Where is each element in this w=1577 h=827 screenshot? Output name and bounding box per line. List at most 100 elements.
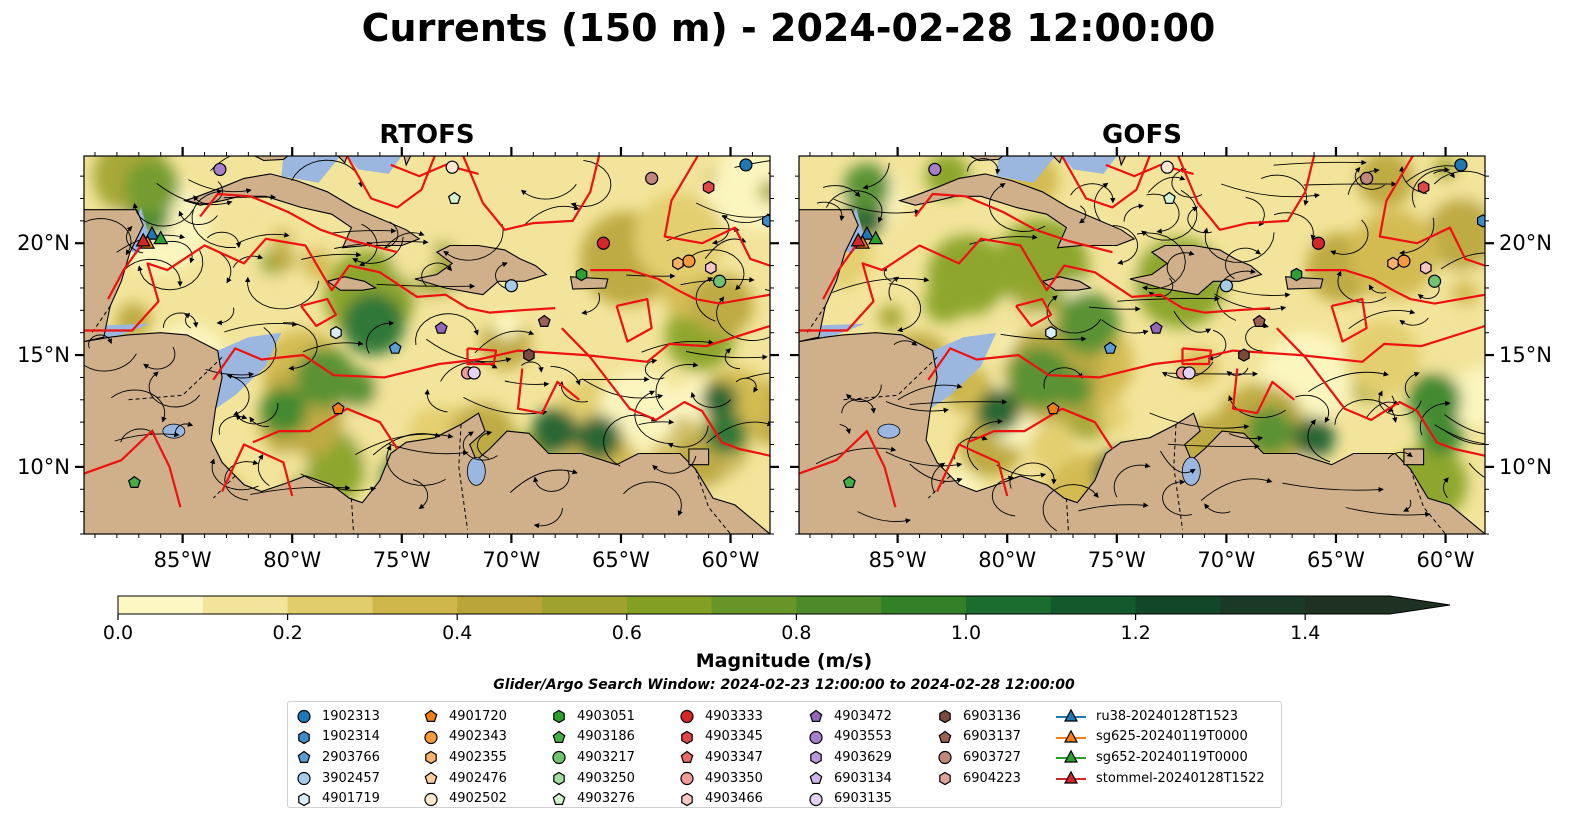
- colorbar-tick-label: 0.2: [272, 622, 302, 644]
- argo-float-4902355: [1387, 256, 1399, 271]
- legend-marker: [297, 710, 311, 724]
- streamline: [1260, 174, 1309, 206]
- speed-field-blob: [1425, 198, 1485, 271]
- streamline: [1273, 212, 1316, 241]
- legend-label: 4902502: [449, 791, 507, 807]
- eez-boundary: [561, 327, 770, 457]
- legend-marker: [680, 751, 694, 764]
- streamline: [474, 330, 535, 354]
- lon-tick-label: 85°W: [869, 548, 927, 572]
- legend-item: 4903051: [551, 706, 635, 727]
- eez-boundary: [252, 407, 399, 450]
- streamline: [581, 292, 600, 316]
- speed-field-blob: [1418, 410, 1464, 456]
- legend-label: 4901719: [322, 791, 380, 807]
- streamline: [386, 444, 446, 486]
- argo-float-4903466: [1420, 261, 1432, 275]
- legend-item: 4903250: [551, 768, 635, 789]
- landmass: [1052, 156, 1063, 164]
- legend-item: 4901719: [296, 788, 380, 809]
- legend-item: 6903134: [808, 768, 892, 789]
- argo-float-4903186: [842, 475, 856, 488]
- speed-field-blob: [704, 411, 748, 455]
- maps-canvas: 85°W 80°W 75°W 70°W 65°W 60°W 10°N 15°N 20°N 85°…: [17, 147, 1552, 572]
- lon-tick-label: 70°W: [482, 548, 540, 572]
- streamline: [885, 451, 963, 468]
- speed-field-blob: [1451, 280, 1478, 307]
- legend-marker: [938, 751, 952, 765]
- streamline: [667, 425, 709, 448]
- streamline: [967, 158, 1001, 175]
- streamline: [765, 289, 770, 292]
- legend-label: 3902457: [322, 770, 380, 786]
- argo-float-4902502: [445, 160, 459, 174]
- legend-label: 4902355: [449, 749, 507, 765]
- colorbar-tick-label: 0.0: [103, 622, 133, 644]
- streamline: [249, 416, 270, 427]
- streamline: [352, 236, 404, 264]
- eez-boundary: [663, 156, 770, 267]
- colorbar-segment: [287, 596, 373, 614]
- legend-item: 4903472: [808, 706, 892, 727]
- argo-float-6903136: [523, 348, 535, 362]
- map-panel-rtofs: 85°W 80°W 75°W 70°W 65°W 60°W 10°N 15°N 20°N: [17, 147, 779, 572]
- eez-boundary: [300, 298, 338, 328]
- legend-marker-icon: [681, 730, 693, 745]
- streamline: [641, 339, 714, 353]
- streamline: [148, 371, 201, 408]
- eez-boundary: [84, 430, 182, 508]
- streamline: [1365, 400, 1400, 419]
- legend-marker: [424, 792, 438, 806]
- legend-item: 4901720: [423, 706, 507, 727]
- legend-item: 4903217: [551, 747, 635, 768]
- legend-label: 4902343: [449, 729, 507, 745]
- legend-marker: [298, 792, 310, 806]
- argo-float-4903333: [596, 236, 611, 250]
- landmass: [1118, 156, 1127, 167]
- legend-label: 6904223: [963, 770, 1021, 786]
- streamline: [724, 348, 741, 370]
- streamline: [224, 321, 298, 333]
- speed-field-blob: [391, 235, 437, 281]
- argo-float-6903136: [1238, 348, 1250, 362]
- legend-marker: [298, 730, 310, 745]
- streamline: [1046, 295, 1102, 334]
- legend-column: 6903136 6903137 6903727 6904223: [937, 706, 1021, 788]
- streamline: [581, 378, 664, 400]
- streamline: [372, 432, 441, 456]
- speed-field-blob: [878, 305, 904, 330]
- eez-boundary: [590, 269, 770, 305]
- streamline: [1419, 400, 1451, 436]
- lat-tick-label: 10°N: [17, 455, 70, 479]
- argo-float-2903766: [388, 341, 402, 354]
- streamline: [207, 231, 242, 249]
- streamline: [1000, 333, 1087, 342]
- argo-float-4903553: [928, 162, 942, 177]
- legend-marker-icon: [939, 771, 951, 786]
- legend-label: 4903629: [834, 749, 892, 765]
- streamline: [822, 185, 861, 198]
- eez-boundary: [390, 163, 479, 178]
- streamline: [443, 224, 504, 261]
- streamline: [509, 469, 578, 493]
- eez-boundary: [1378, 156, 1485, 267]
- streamline: [1444, 414, 1485, 435]
- argo-float-2903766: [1103, 341, 1117, 354]
- argo-float-6903137: [1252, 314, 1266, 327]
- streamline: [217, 251, 232, 284]
- streamline: [841, 398, 876, 414]
- country-border: [458, 424, 468, 530]
- colorbar-tick-label: 0.6: [612, 622, 642, 644]
- map-frame: [83, 155, 771, 535]
- map-panel-gofs: 85°W 80°W 75°W 70°W 65°W 60°W 10°N 15°N 20°N: [790, 147, 1552, 572]
- streamline: [533, 469, 570, 492]
- streamline: [745, 372, 770, 379]
- streamline: [1160, 450, 1196, 474]
- streamline: [1354, 166, 1385, 190]
- legend-item: 3902457: [296, 768, 380, 789]
- streamline: [1330, 219, 1369, 256]
- streamline: [1123, 203, 1144, 222]
- legend-marker: [553, 710, 565, 724]
- legend-marker-icon: [424, 730, 438, 744]
- eez-boundary: [199, 192, 398, 254]
